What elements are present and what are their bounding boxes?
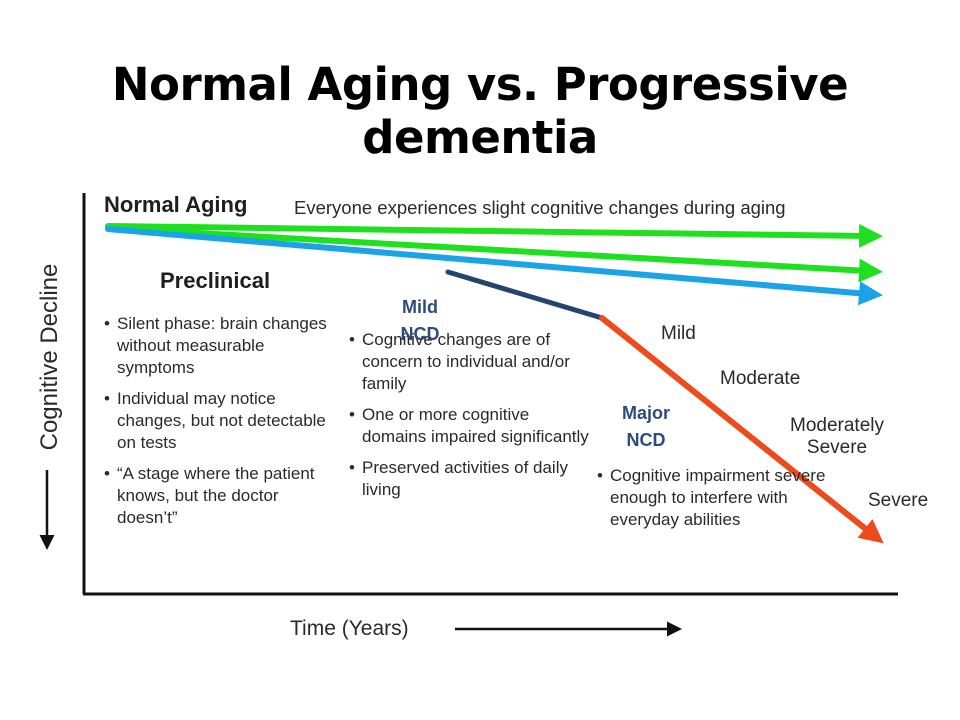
preclinical-heading: Preclinical <box>160 268 271 293</box>
preclinical-bullet-list: Silent phase: brain changes without meas… <box>104 313 336 538</box>
major-ncd-bullet-list: Cognitive impairment severe enough to in… <box>597 465 829 540</box>
severity-label-moderately-line2: Severe <box>806 437 868 458</box>
severity-label-moderately-severe: Moderately Severe <box>778 415 896 459</box>
normal-aging-arrow-top <box>105 223 883 248</box>
mild-ncd-segment <box>445 269 605 321</box>
preclinical-bullet: “A stage where the patient knows, but th… <box>104 463 336 529</box>
preclinical-bullet: Individual may notice changes, but not d… <box>104 388 336 454</box>
severity-label-mild: Mild <box>661 323 696 344</box>
mild-ncd-bullet: Preserved activities of daily living <box>349 457 593 501</box>
mild-ncd-label-line2: NCD <box>400 324 440 344</box>
mild-ncd-label-line1: Mild <box>402 297 438 317</box>
major-ncd-label: Major NCD <box>608 400 684 454</box>
mild-ncd-label: Mild NCD <box>388 294 452 348</box>
normal-aging-heading: Normal Aging <box>104 192 248 217</box>
major-ncd-bullet: Cognitive impairment severe enough to in… <box>597 465 829 531</box>
severity-label-moderately-line1: Moderately <box>790 415 884 436</box>
severity-label-moderate: Moderate <box>720 368 801 389</box>
major-ncd-label-line1: Major <box>621 403 670 423</box>
mild-ncd-bullet-list: Cognitive changes are of concern to indi… <box>349 329 593 510</box>
y-axis-label: Cognitive Decline <box>36 263 63 451</box>
preclinical-bullet: Silent phase: brain changes without meas… <box>104 313 336 379</box>
x-axis-label: Time (Years) <box>290 617 409 640</box>
severity-label-severe: Severe <box>868 490 929 511</box>
mild-ncd-bullet: Cognitive changes are of concern to indi… <box>349 329 593 395</box>
normal-aging-arrow-middle <box>105 225 883 283</box>
major-ncd-label-line2: NCD <box>626 430 666 450</box>
normal-aging-caption: Everyone experiences slight cognitive ch… <box>294 197 786 218</box>
slide-title: Normal Aging vs. Progressive dementia <box>111 58 849 164</box>
mild-ncd-bullet: One or more cognitive domains impaired s… <box>349 404 593 448</box>
preclinical-arrow <box>105 226 883 306</box>
